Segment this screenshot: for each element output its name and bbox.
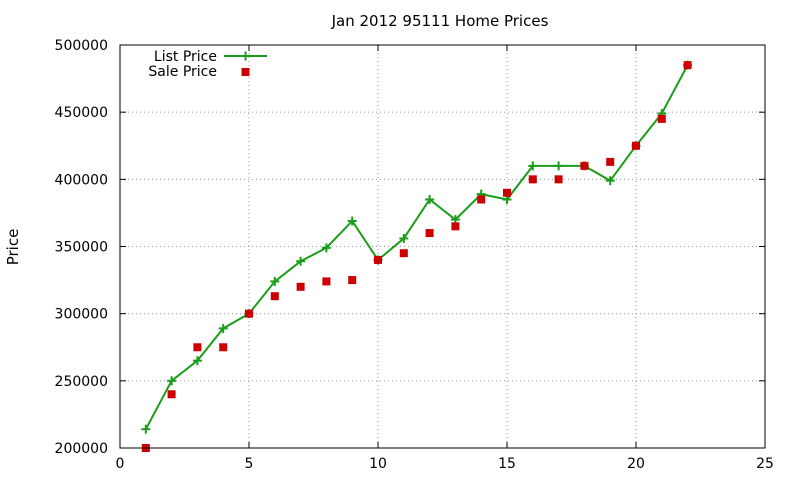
y-axis-label: Price <box>4 229 22 266</box>
list-price-point <box>554 161 564 171</box>
y-tick-label: 300000 <box>55 307 108 323</box>
legend-marker-sale-price <box>241 68 250 76</box>
y-tick-label: 350000 <box>55 240 108 256</box>
sale-price-point <box>399 249 408 258</box>
list-price-point <box>321 243 331 253</box>
x-tick-label: 10 <box>369 456 387 472</box>
series-layer <box>141 60 693 452</box>
x-tick-label: 20 <box>627 456 645 472</box>
list-price-point <box>270 276 280 286</box>
sale-price-point <box>477 195 486 204</box>
legend-marker-list-price <box>241 51 250 61</box>
list-price-point <box>528 161 538 171</box>
grid <box>120 45 765 448</box>
x-tick-label: 25 <box>756 456 774 472</box>
list-price-point <box>399 233 409 243</box>
sale-price-point <box>554 175 563 184</box>
sale-price-point <box>167 390 176 399</box>
sale-price-point <box>425 229 434 238</box>
list-price-point <box>296 256 306 266</box>
list-price-point <box>141 424 151 434</box>
x-tick-label: 15 <box>498 456 516 472</box>
sale-price-point <box>193 343 202 352</box>
sale-price-point <box>657 114 666 123</box>
list-price-point <box>605 176 615 186</box>
list-price-point <box>425 194 435 204</box>
sale-price-point <box>683 61 692 70</box>
plot-frame <box>119 44 766 449</box>
y-tick-label: 400000 <box>55 172 108 188</box>
sale-price-point <box>219 343 228 352</box>
list-price-point <box>218 323 228 333</box>
sale-price-point <box>580 161 589 170</box>
axis-ticks: 0 5 10 15 20 25 200000 250000 300000 350000 400000… <box>55 38 774 472</box>
x-tick-label: 0 <box>116 456 125 472</box>
list-price-line <box>144 64 689 430</box>
list-price-point <box>347 216 357 226</box>
sale-price-point <box>606 157 615 166</box>
sale-price-point <box>322 277 331 286</box>
sale-price-point <box>528 175 537 184</box>
sale-price-point <box>270 292 279 301</box>
y-tick-label: 500000 <box>55 38 108 54</box>
sale-price-point <box>374 255 382 264</box>
y-tick-label: 200000 <box>55 441 108 457</box>
legend-label-list-price: List Price <box>154 49 217 65</box>
legend-label-sale-price: Sale Price <box>148 64 217 80</box>
sale-price-point <box>632 141 640 150</box>
x-tick-label: 5 <box>245 456 254 472</box>
sale-price-point <box>348 276 357 285</box>
sale-price-point <box>296 282 305 291</box>
sale-price-point <box>503 188 511 197</box>
sale-price-point <box>245 309 253 318</box>
list-price-point <box>167 376 177 386</box>
chart-title: Jan 2012 95111 Home Prices <box>331 12 549 30</box>
y-tick-label: 250000 <box>55 374 108 390</box>
list-price-point <box>192 356 202 366</box>
y-tick-label: 450000 <box>55 105 108 121</box>
sale-price-point <box>451 222 460 231</box>
